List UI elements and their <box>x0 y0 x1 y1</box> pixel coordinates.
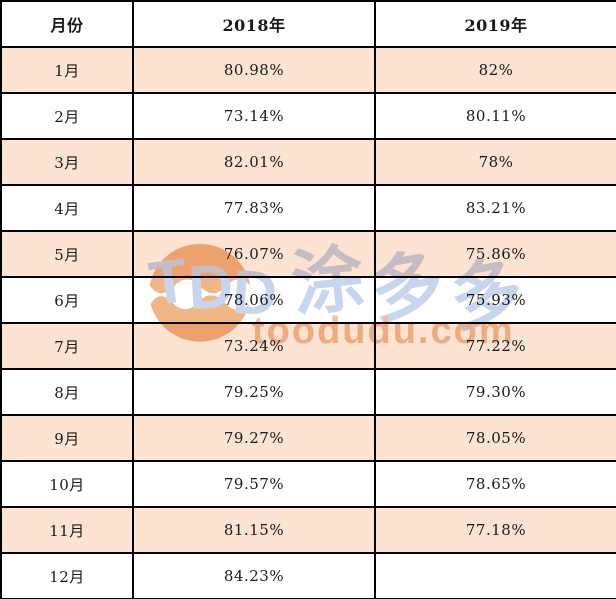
value-cell-2019: 79.30% <box>374 368 616 416</box>
value-cell-2018: 79.27% <box>132 414 376 462</box>
value-cell-2019: 78.65% <box>374 460 616 508</box>
value-cell-2018: 79.57% <box>132 460 376 508</box>
table-row: 4月 77.83% 83.21% <box>0 184 616 232</box>
table-row: 6月 78.06% 75.93% <box>0 276 616 324</box>
month-cell: 4月 <box>0 184 134 232</box>
table-row: 9月 79.27% 78.05% <box>0 414 616 462</box>
value-cell-2019: 77.22% <box>374 322 616 370</box>
table-row: 11月 81.15% 77.18% <box>0 506 616 554</box>
value-cell-2019: 77.18% <box>374 506 616 554</box>
value-cell-2019: 78% <box>374 138 616 186</box>
month-cell: 11月 <box>0 506 134 554</box>
value-cell-2019: 75.86% <box>374 230 616 278</box>
month-cell: 2月 <box>0 92 134 140</box>
header-row: 月份 2018年 2019年 <box>0 0 616 48</box>
value-cell-2019: 83.21% <box>374 184 616 232</box>
value-cell-2019: 80.11% <box>374 92 616 140</box>
value-cell-2018: 76.07% <box>132 230 376 278</box>
column-header-2018: 2018年 <box>132 0 376 48</box>
value-cell-2018: 73.14% <box>132 92 376 140</box>
table-row: 1月 80.98% 82% <box>0 46 616 94</box>
value-cell-2019: 82% <box>374 46 616 94</box>
table-row: 7月 73.24% 77.22% <box>0 322 616 370</box>
month-cell: 5月 <box>0 230 134 278</box>
table-row: 2月 73.14% 80.11% <box>0 92 616 140</box>
table-row: 8月 79.25% 79.30% <box>0 368 616 416</box>
table-row: 5月 76.07% 75.86% <box>0 230 616 278</box>
month-cell: 7月 <box>0 322 134 370</box>
month-cell: 12月 <box>0 552 134 599</box>
month-cell: 9月 <box>0 414 134 462</box>
month-cell: 3月 <box>0 138 134 186</box>
month-cell: 8月 <box>0 368 134 416</box>
month-cell: 6月 <box>0 276 134 324</box>
month-cell: 1月 <box>0 46 134 94</box>
column-header-month: 月份 <box>0 0 134 48</box>
value-cell-2018: 79.25% <box>132 368 376 416</box>
column-header-2019: 2019年 <box>374 0 616 48</box>
value-cell-2019: 75.93% <box>374 276 616 324</box>
value-cell-2019 <box>374 552 616 599</box>
table-row: 3月 82.01% 78% <box>0 138 616 186</box>
value-cell-2018: 78.06% <box>132 276 376 324</box>
value-cell-2018: 81.15% <box>132 506 376 554</box>
value-cell-2018: 82.01% <box>132 138 376 186</box>
value-cell-2018: 77.83% <box>132 184 376 232</box>
table-row: 12月 84.23% <box>0 552 616 599</box>
value-cell-2018: 84.23% <box>132 552 376 599</box>
table-row: 10月 79.57% 78.65% <box>0 460 616 508</box>
month-cell: 10月 <box>0 460 134 508</box>
value-cell-2018: 73.24% <box>132 322 376 370</box>
value-cell-2018: 80.98% <box>132 46 376 94</box>
value-cell-2019: 78.05% <box>374 414 616 462</box>
